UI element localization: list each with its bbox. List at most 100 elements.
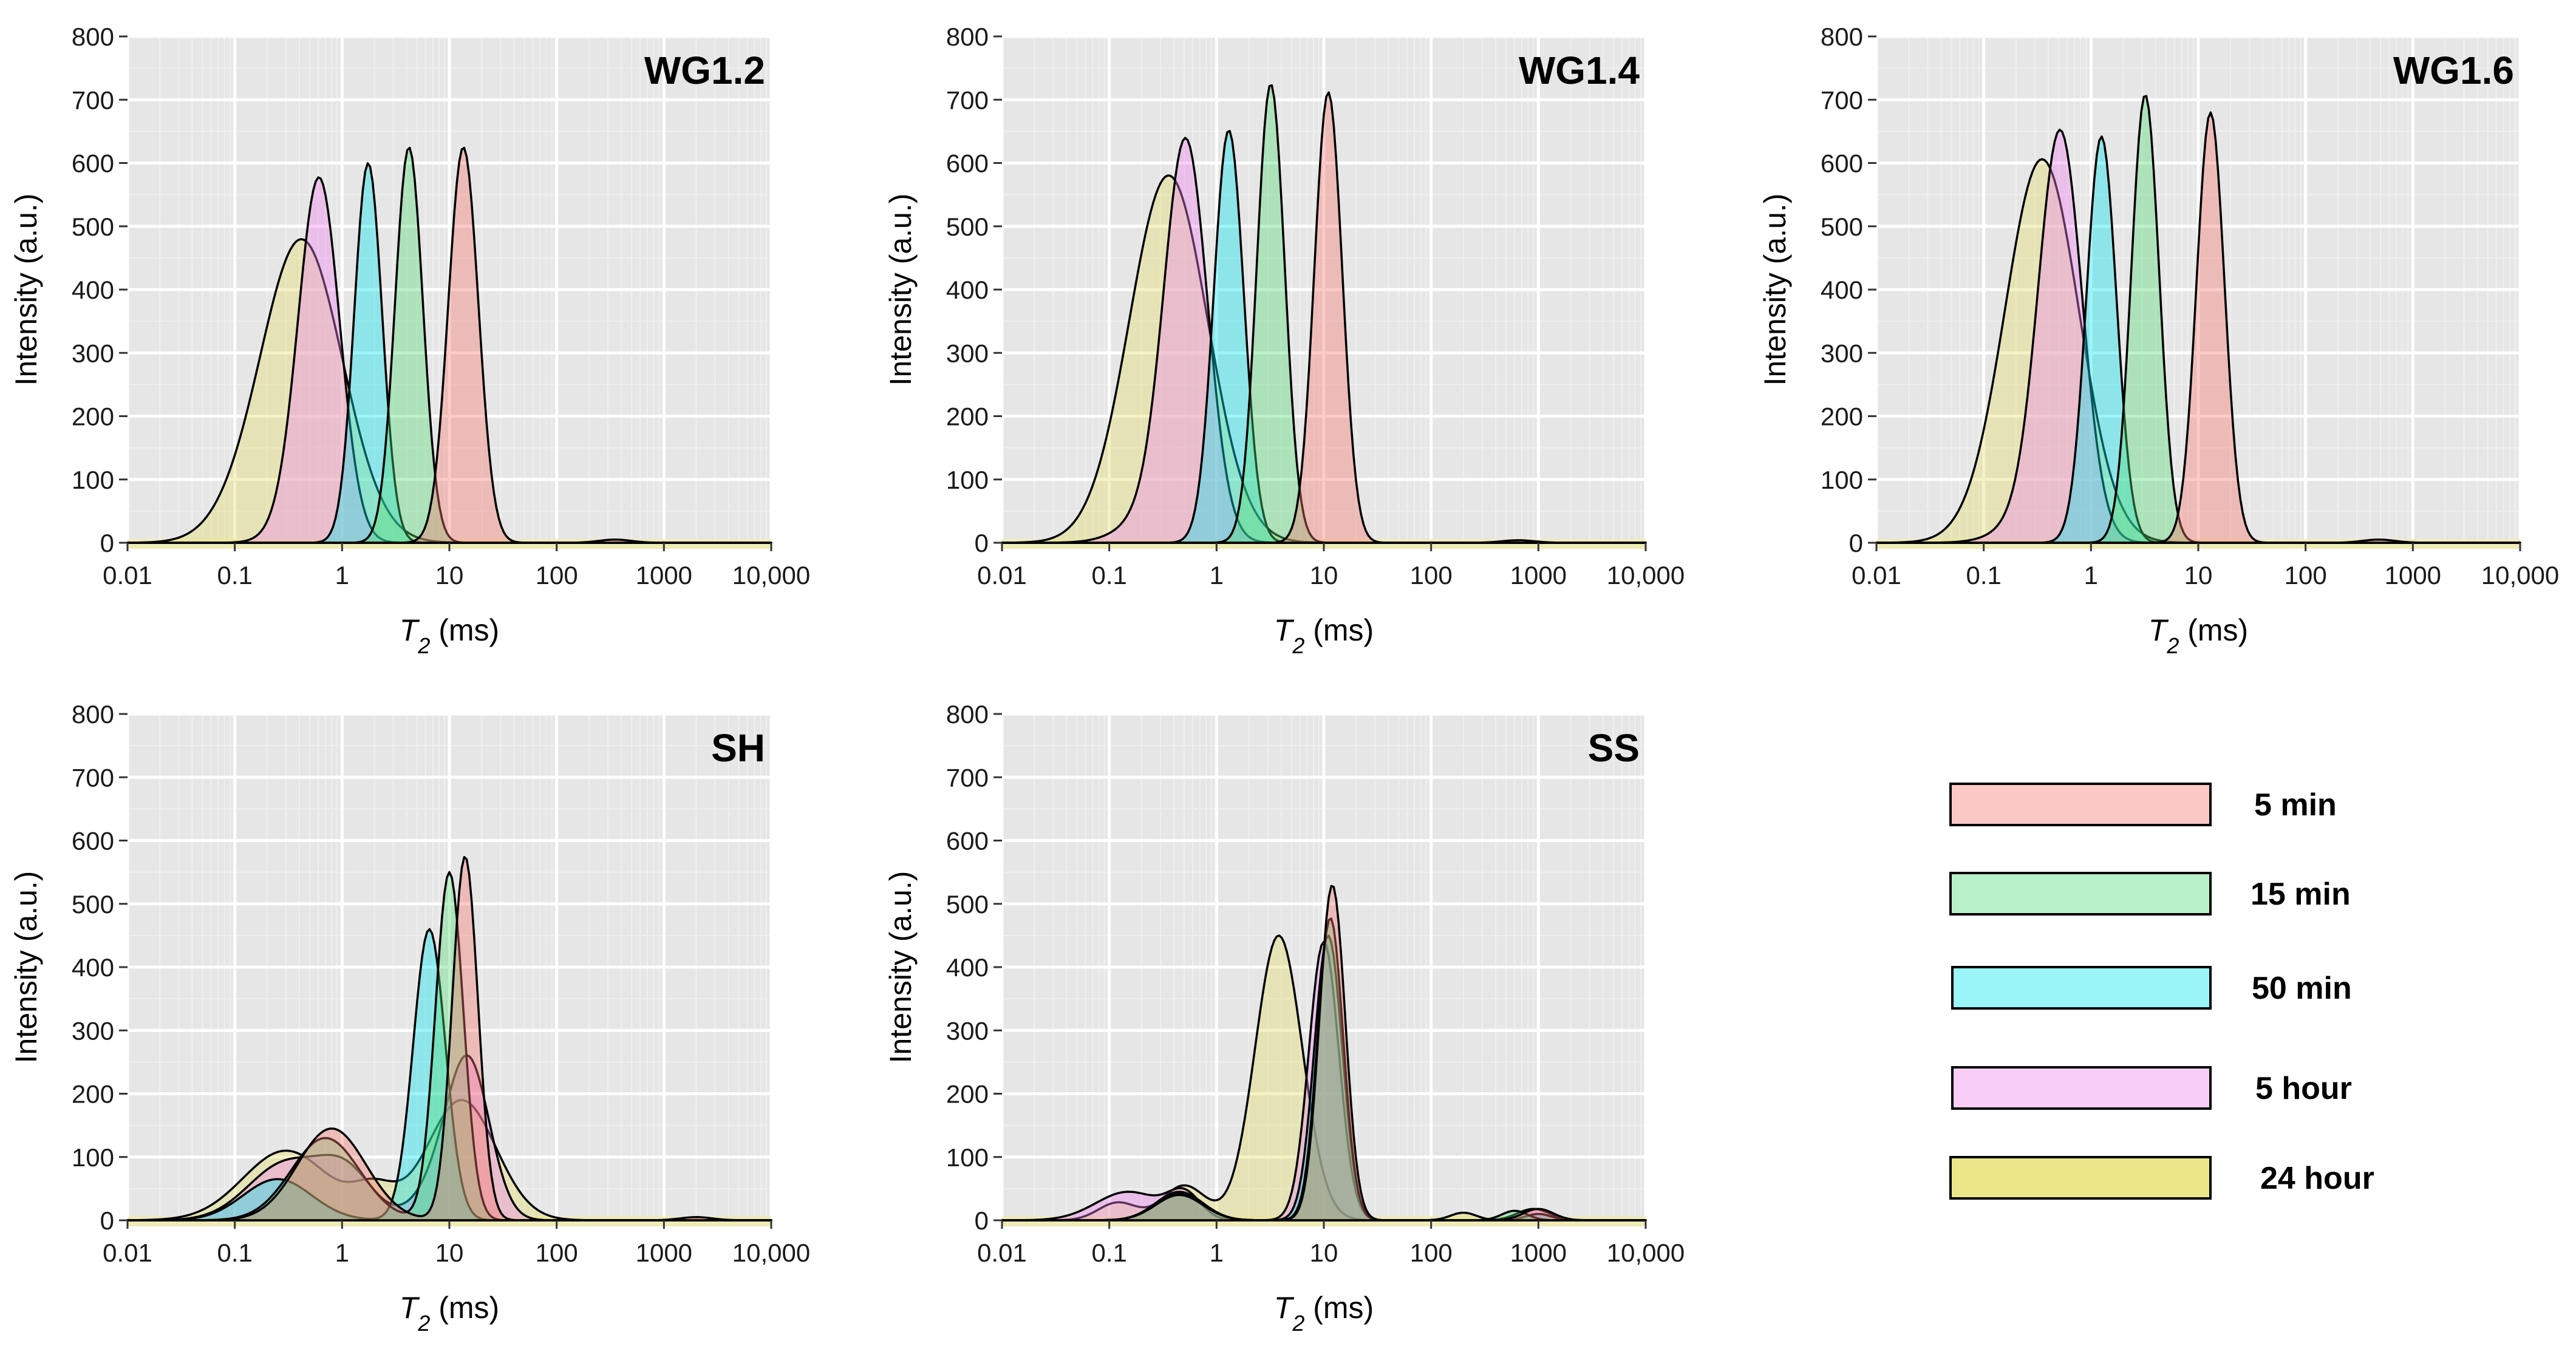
- y-tick-label: 200: [946, 1080, 989, 1109]
- x-tick-label: 1000: [1510, 1239, 1567, 1267]
- x-tick-label: 10,000: [732, 1239, 810, 1267]
- y-tick-label: 800: [946, 700, 989, 729]
- x-axis-title-unit: (ms): [1304, 613, 1374, 647]
- x-tick-label: 10: [435, 561, 464, 590]
- panel-title: WG1.4: [1519, 49, 1640, 92]
- x-tick-label: 100: [1410, 1239, 1453, 1267]
- x-tick-label: 10: [1310, 561, 1338, 590]
- x-tick-label: 100: [1410, 561, 1453, 590]
- y-tick-label: 800: [1821, 22, 1863, 51]
- y-tick-label: 700: [946, 86, 989, 114]
- x-tick-label: 1000: [1510, 561, 1567, 590]
- x-tick-label: 0.1: [217, 1239, 252, 1267]
- legend-label-50-min: 50 min: [2252, 971, 2352, 1006]
- y-axis-title: Intensity (a.u.): [884, 871, 918, 1064]
- x-axis-title-unit: (ms): [430, 613, 499, 647]
- panel-wg1-4: 0 100 200 300 400 500 600 700 800 0.01 0.1 1 10 100 10…: [884, 22, 1685, 658]
- y-tick-label: 0: [100, 1206, 114, 1235]
- y-tick-label: 700: [946, 763, 989, 792]
- y-tick-label: 300: [72, 339, 114, 367]
- y-tick-label: 600: [72, 149, 114, 178]
- y-tick-label: 500: [72, 212, 114, 241]
- curve-5-min: [126, 855, 772, 1222]
- legend-label-5-hour: 5 hour: [2255, 1071, 2352, 1106]
- y-tick-label: 100: [72, 1143, 114, 1172]
- x-axis-title: T2 (ms): [1274, 613, 1374, 658]
- y-tick-label: 100: [72, 466, 114, 494]
- y-tick-label: 0: [1849, 529, 1863, 557]
- panel-title: SH: [711, 726, 765, 770]
- x-tick-label: 1000: [636, 1239, 692, 1267]
- x-tick-label: 1: [335, 561, 349, 590]
- y-tick-label: 700: [72, 763, 114, 792]
- x-tick-label: 10: [2184, 561, 2213, 590]
- y-tick-label: 600: [1821, 149, 1863, 178]
- axes: 0 100 200 300 400 500 600 700 800 0.01 0.1 1 10 100 10…: [946, 700, 1685, 1267]
- y-tick-label: 300: [1821, 339, 1863, 367]
- x-axis-title-italic: T: [2148, 613, 2169, 647]
- x-tick-label: 100: [536, 561, 578, 590]
- legend-key-15-min: [1949, 872, 2212, 916]
- panel-ss: 0 100 200 300 400 500 600 700 800 0.01 0.1 1 10 100 10…: [884, 700, 1685, 1336]
- x-tick-label: 0.01: [103, 561, 152, 590]
- x-tick-label: 100: [2285, 561, 2327, 590]
- x-axis-title-subscript: 2: [1292, 1311, 1304, 1336]
- y-tick-label: 300: [72, 1016, 114, 1045]
- x-tick-label: 1: [2084, 561, 2098, 590]
- y-tick-label: 300: [946, 339, 989, 367]
- x-tick-label: 0.01: [103, 1239, 152, 1267]
- y-tick-label: 800: [72, 22, 114, 51]
- x-tick-label: 10,000: [2481, 561, 2559, 590]
- x-tick-label: 1000: [636, 561, 692, 590]
- legend-key-5-min: [1949, 783, 2212, 826]
- x-axis-title-unit: (ms): [430, 1291, 499, 1325]
- x-tick-label: 0.01: [977, 561, 1027, 590]
- x-axis-title-subscript: 2: [417, 1311, 430, 1336]
- x-tick-label: 0.1: [1091, 1239, 1126, 1267]
- legend-key-50-min: [1951, 966, 2212, 1010]
- x-tick-label: 0.1: [1091, 561, 1126, 590]
- axes: 0 100 200 300 400 500 600 700 800 0.01 0.1 1 10 100 10…: [72, 22, 810, 590]
- legend-key-24-hour: [1949, 1156, 2212, 1200]
- panel-title: WG1.2: [644, 49, 765, 92]
- x-tick-label: 0.01: [1852, 561, 1901, 590]
- y-tick-label: 0: [975, 529, 989, 557]
- y-tick-label: 500: [72, 890, 114, 919]
- x-tick-label: 100: [536, 1239, 578, 1267]
- x-axis-title: T2 (ms): [1274, 1291, 1374, 1336]
- legend-label-5-min: 5 min: [2254, 787, 2337, 823]
- x-axis-title-unit: (ms): [2179, 613, 2248, 647]
- y-tick-label: 0: [975, 1206, 989, 1235]
- y-tick-label: 400: [72, 953, 114, 982]
- y-tick-label: 200: [72, 1080, 114, 1109]
- x-tick-label: 0.1: [217, 561, 252, 590]
- y-tick-label: 200: [1821, 403, 1863, 431]
- y-tick-label: 400: [946, 276, 989, 304]
- curves: [1001, 885, 1647, 1222]
- axes: 0 100 200 300 400 500 600 700 800 0.01 0.1 1 10 100 10…: [946, 22, 1685, 590]
- x-tick-label: 1: [1210, 561, 1224, 590]
- x-tick-label: 1: [335, 1239, 349, 1267]
- y-tick-label: 500: [946, 890, 989, 919]
- panel-sh: 0 100 200 300 400 500 600 700 800 0.01 0.1 1 10 100 10…: [9, 700, 810, 1336]
- y-tick-label: 500: [1821, 212, 1863, 241]
- x-tick-label: 1000: [2385, 561, 2441, 590]
- legend-key-5-hour: [1951, 1066, 2212, 1110]
- y-tick-label: 100: [946, 466, 989, 494]
- x-axis-title: T2 (ms): [2148, 613, 2248, 658]
- y-tick-label: 600: [946, 149, 989, 178]
- x-axis-title-italic: T: [400, 613, 420, 647]
- x-tick-label: 10,000: [1607, 561, 1685, 590]
- x-tick-label: 1: [1210, 1239, 1224, 1267]
- panel-title: SS: [1588, 726, 1640, 770]
- y-axis-title: Intensity (a.u.): [1758, 194, 1792, 386]
- legend: 5 min 15 min 50 min 5 hour 24 hour: [1949, 783, 2374, 1200]
- y-tick-label: 200: [72, 403, 114, 431]
- x-tick-label: 0.01: [977, 1239, 1027, 1267]
- x-tick-label: 10,000: [1607, 1239, 1685, 1267]
- curve-5-min: [1001, 885, 1647, 1222]
- x-axis-title-italic: T: [1274, 1291, 1295, 1325]
- x-tick-label: 10,000: [732, 561, 810, 590]
- y-tick-label: 700: [1821, 86, 1863, 114]
- x-axis-title-italic: T: [1274, 613, 1295, 647]
